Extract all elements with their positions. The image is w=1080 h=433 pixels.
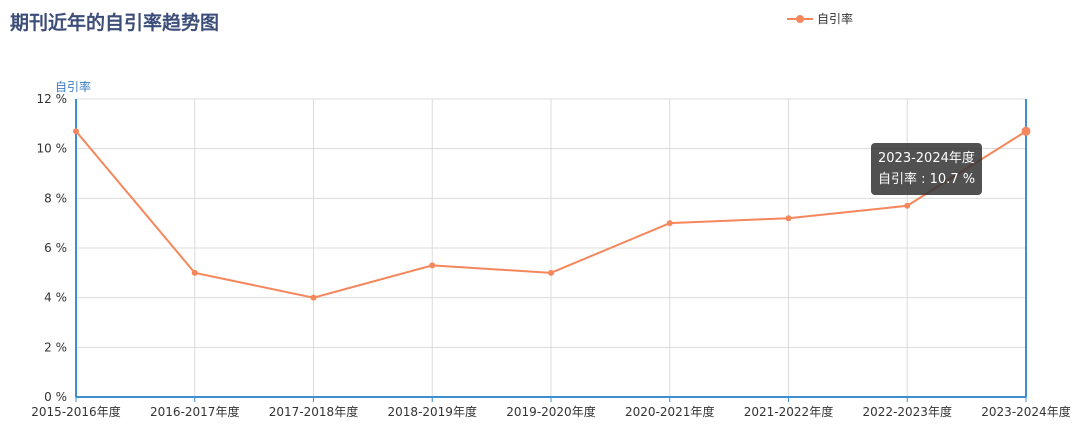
x-tick-label: 2018-2019年度: [388, 404, 477, 419]
legend-item[interactable]: 自引率: [787, 10, 853, 27]
y-tick-label: 10 %: [37, 142, 68, 156]
x-tick-label: 2020-2021年度: [625, 404, 714, 419]
tooltip-value: 自引率 : 10.7 %: [878, 172, 976, 187]
data-point: [904, 202, 911, 209]
data-point: [73, 128, 79, 135]
x-tick-label: 2022-2023年度: [863, 404, 952, 419]
legend-line-marker-icon: [787, 14, 813, 23]
data-point: [785, 215, 792, 222]
legend-label: 自引率: [817, 12, 854, 26]
x-tick-label: 2017-2018年度: [269, 404, 358, 419]
y-tick-label: 12 %: [37, 92, 68, 106]
x-tick-label: 2019-2020年度: [506, 404, 595, 419]
data-point: [429, 262, 436, 269]
y-tick-label: 0 %: [44, 390, 67, 404]
tooltip-title: 2023-2024年度: [878, 151, 975, 166]
y-tick-label: 2 %: [44, 340, 67, 354]
chart-tooltip: 2023-2024年度 自引率 : 10.7 %: [871, 143, 983, 195]
x-tick-label: 2023-2024年度: [981, 404, 1070, 419]
data-point: [1021, 126, 1031, 136]
y-tick-label: 8 %: [44, 191, 67, 205]
page-title: 期刊近年的自引率趋势图: [10, 12, 220, 34]
x-tick-label: 2016-2017年度: [150, 404, 239, 419]
y-tick-label: 6 %: [44, 241, 67, 255]
data-point: [548, 269, 554, 276]
data-point: [666, 220, 673, 227]
x-tick-label: 2021-2022年度: [744, 404, 833, 419]
data-point: [310, 294, 317, 301]
data-point: [191, 269, 198, 276]
x-tick-label: 2015-2016年度: [31, 404, 120, 419]
y-axis-title: 自引率: [55, 80, 92, 94]
y-tick-label: 4 %: [44, 291, 67, 305]
